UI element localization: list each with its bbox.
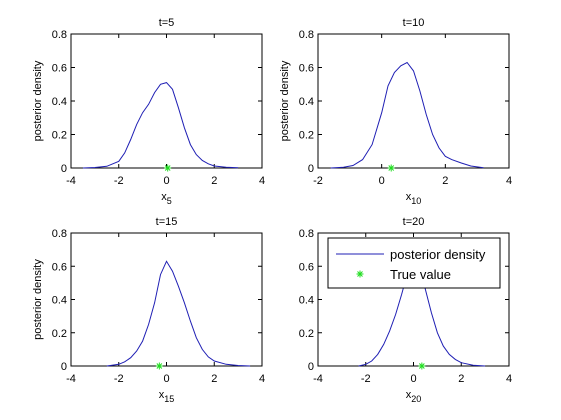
x-tick-label: -2 (361, 373, 371, 385)
subplot-title: t=15 (156, 216, 178, 228)
x-tick-label: 0 (410, 373, 416, 385)
x-tick-label: 4 (259, 373, 265, 385)
y-tick-label: 0.8 (52, 29, 67, 41)
x-tick-label: -4 (66, 175, 76, 187)
x-tick-label: -2 (114, 175, 124, 187)
y-tick-label: 0.6 (299, 261, 314, 273)
x-tick-label: 4 (259, 175, 265, 187)
y-tick-label: 0 (61, 163, 67, 175)
x-tick-label: 2 (458, 373, 464, 385)
legend-box (327, 237, 501, 289)
posterior-density-line (82, 82, 239, 169)
true-value-marker (155, 362, 163, 370)
y-tick-label: 0 (308, 163, 314, 175)
subplot-4: -4 -2 0 2 4 0 0.2 0.4 0.6 0.8 t=20 x20 posterior den… (299, 216, 512, 404)
y-tick-label: 0.6 (52, 63, 67, 75)
x-tick-label: 4 (506, 175, 512, 187)
y-tick-label: 0.4 (299, 96, 314, 108)
x-axis-label: x20 (406, 389, 422, 404)
y-tick-label: 0 (308, 361, 314, 373)
x-tick-label: 0 (163, 175, 169, 187)
subplot-title: t=10 (403, 17, 425, 29)
subplot-3: -4 -2 0 2 4 0 0.2 0.4 0.6 0.8 t=15 x15 posterior den… (32, 216, 265, 404)
y-tick-label: 0.2 (299, 130, 314, 142)
y-tick-label: 0.8 (52, 228, 67, 240)
x-tick-label: -4 (66, 373, 76, 385)
posterior-density-line (106, 260, 251, 367)
y-tick-label: 0.6 (52, 261, 67, 273)
y-tick-label: 0.4 (299, 295, 314, 307)
axes-frame (317, 33, 510, 169)
true-value-marker (418, 362, 426, 370)
marker-stroke (419, 363, 425, 369)
x-tick-label: -4 (313, 373, 323, 385)
x-tick-label: 2 (442, 175, 448, 187)
x-tick-label: 0 (379, 175, 385, 187)
x-axis-label: x5 (161, 191, 172, 206)
axes-frame (70, 232, 263, 367)
subplot-1: -4 -2 0 2 4 0 0.2 0.4 0.6 0.8 t=5 x5 posterior densi… (32, 17, 265, 206)
y-tick-label: 0.4 (52, 96, 67, 108)
marker-stroke (156, 363, 163, 369)
y-tick-label: 0.6 (299, 63, 314, 75)
y-tick-label: 0.2 (299, 328, 314, 340)
subplot-title: t=20 (403, 216, 425, 228)
legend-marker-swatch (356, 270, 364, 278)
y-axis-label: posterior density (32, 60, 44, 141)
x-tick-label: 2 (211, 175, 217, 187)
marker-stroke (164, 165, 171, 171)
y-tick-label: 0.4 (52, 295, 67, 307)
x-tick-label: 4 (506, 373, 512, 385)
x-tick-label: -2 (313, 175, 323, 187)
y-axis-label: posterior density (279, 60, 291, 141)
marker-stroke (388, 165, 395, 171)
true-value-marker (387, 164, 395, 172)
subplot-title: t=5 (159, 17, 175, 29)
y-tick-label: 0.8 (299, 29, 314, 41)
y-axis-label: posterior density (32, 259, 44, 340)
legend: posterior density True value (327, 237, 501, 289)
axes-frame (70, 33, 263, 169)
y-tick-label: 0.8 (299, 228, 314, 240)
y-tick-label: 0.2 (52, 328, 67, 340)
x-tick-label: -2 (114, 373, 124, 385)
marker-stroke (357, 271, 363, 277)
x-tick-label: 2 (211, 373, 217, 385)
x-axis-label: x10 (406, 191, 422, 206)
x-tick-label: 0 (163, 373, 169, 385)
y-tick-label: 0 (61, 361, 67, 373)
legend-label-true-value: True value (390, 267, 451, 282)
posterior-density-line (330, 61, 484, 169)
true-value-marker (164, 164, 172, 172)
y-tick-label: 0.2 (52, 130, 67, 142)
x-axis-label: x15 (159, 389, 175, 404)
legend-label-posterior: posterior density (390, 247, 486, 262)
